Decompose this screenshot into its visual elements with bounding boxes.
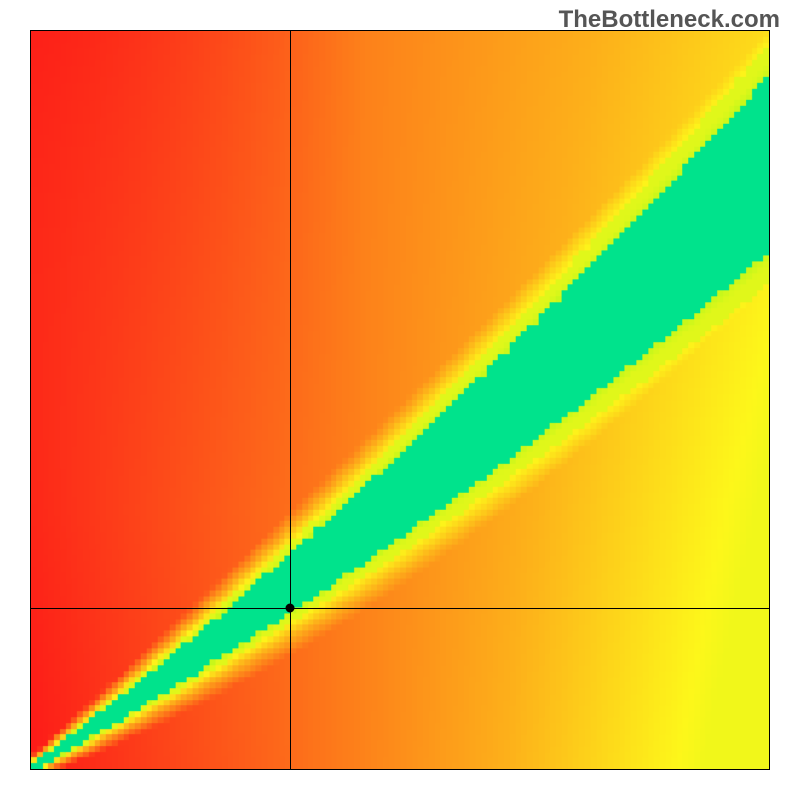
crosshair-vertical: [290, 31, 291, 769]
plot-area: [30, 30, 770, 770]
watermark-text: TheBottleneck.com: [559, 6, 780, 34]
crosshair-horizontal: [31, 608, 769, 609]
chart-container: TheBottleneck.com: [0, 0, 800, 800]
data-point-marker: [286, 604, 295, 613]
heatmap-canvas: [31, 31, 769, 769]
